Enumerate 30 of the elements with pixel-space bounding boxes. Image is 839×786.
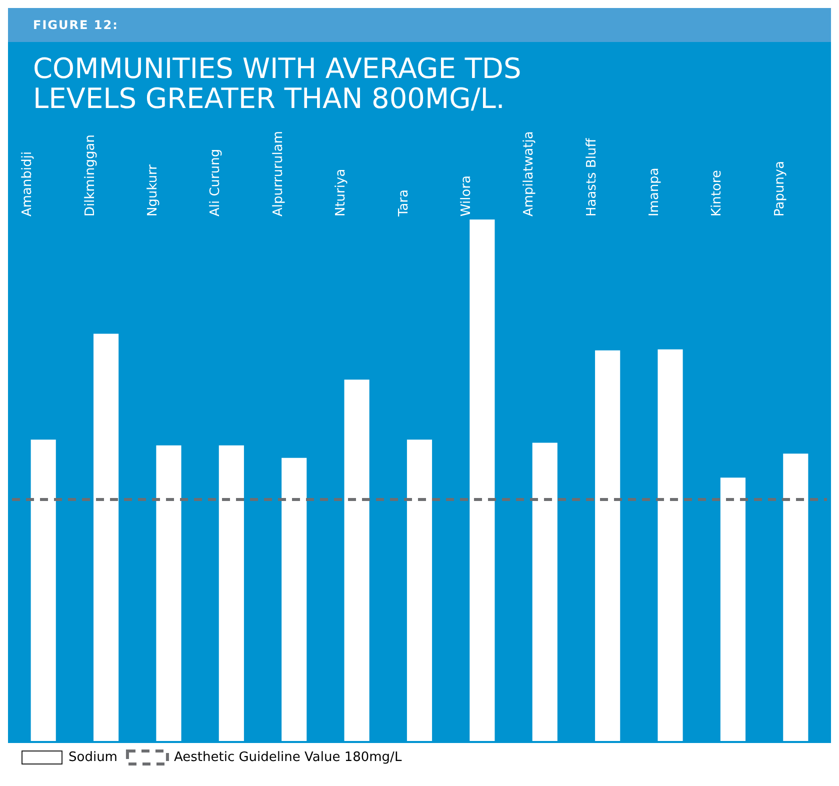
- x-tick-label: Ali Curung: [208, 148, 224, 217]
- bar: [406, 440, 432, 741]
- x-tick-label: Wilora: [458, 175, 474, 217]
- bar: [94, 334, 119, 741]
- legend-label: Sodium: [68, 750, 118, 765]
- x-tick-label: Haasts Bluff: [584, 137, 600, 217]
- x-tick-label: Amanbidji: [20, 151, 36, 217]
- bar: [218, 445, 244, 741]
- bar: [532, 442, 558, 741]
- bar: [658, 349, 683, 741]
- x-tick-label: Tara: [396, 189, 412, 218]
- legend-label: Aesthetic Guideline Value 180mg/L: [174, 750, 402, 765]
- x-tick-label: Papunya: [772, 160, 788, 217]
- x-tick-label: Ngukurr: [146, 164, 161, 217]
- bar: [783, 454, 808, 741]
- x-tick-label: Alpurrurulam: [270, 130, 286, 217]
- bar: [720, 478, 746, 741]
- x-tick-label: Ampilatwatja: [522, 131, 537, 217]
- bar: [344, 380, 370, 741]
- x-tick-label: Kintore: [710, 170, 725, 217]
- bar: [470, 220, 495, 741]
- x-tick-label: Dilkminggan: [82, 134, 98, 217]
- bar: [282, 458, 307, 741]
- bar: [30, 440, 56, 741]
- chart-subtitle: FIGURE 12:: [8, 8, 831, 42]
- x-tick-label: Imanpa: [647, 168, 662, 217]
- x-tick-label: Nturiya: [334, 168, 349, 217]
- bar: [595, 350, 620, 741]
- chart-title: COMMUNITIES WITH AVERAGE TDS LEVELS GREATER THAN 800MG/L.: [8, 42, 831, 124]
- bar: [156, 445, 182, 741]
